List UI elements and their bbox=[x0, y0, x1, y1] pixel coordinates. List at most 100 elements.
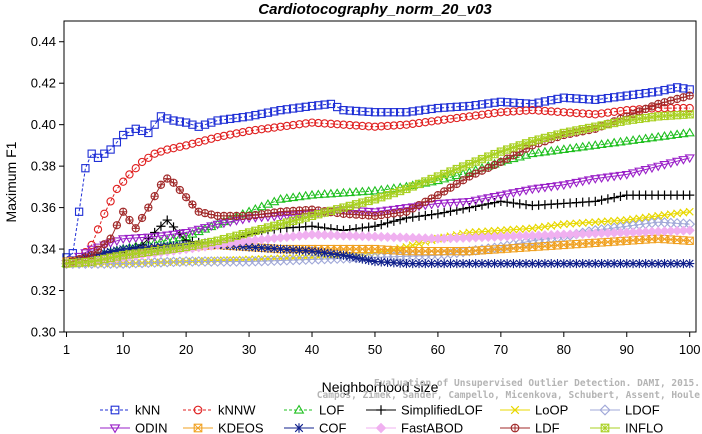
data-point-cof bbox=[427, 258, 437, 269]
data-point-inflo bbox=[93, 256, 103, 265]
data-point-lof bbox=[558, 144, 569, 153]
data-point-lof bbox=[659, 130, 670, 140]
data-point-cof bbox=[464, 258, 474, 269]
data-point-knn bbox=[270, 107, 279, 116]
data-point-lof bbox=[590, 140, 601, 149]
data-point-knn bbox=[276, 106, 285, 115]
data-point-knn bbox=[213, 116, 222, 125]
data-point-cof bbox=[628, 258, 638, 269]
data-point-knnw bbox=[144, 153, 153, 162]
data-point-inflo bbox=[200, 239, 210, 248]
data-point-cof bbox=[521, 258, 531, 269]
data-point-knnw bbox=[87, 240, 96, 250]
data-point-odin bbox=[118, 235, 129, 244]
data-point-loop bbox=[572, 219, 581, 228]
data-point-knnw bbox=[194, 137, 203, 147]
data-point-ldof bbox=[520, 236, 532, 248]
data-point-lof bbox=[514, 151, 525, 161]
data-point-knn bbox=[150, 120, 159, 129]
data-point-loop bbox=[477, 227, 487, 236]
data-point-odin bbox=[432, 200, 444, 209]
data-point-odin bbox=[659, 161, 670, 170]
data-point-knnw bbox=[251, 125, 260, 135]
data-point-lof bbox=[552, 145, 563, 154]
legend-item-odin: ODIN bbox=[100, 421, 168, 434]
data-point-knnw bbox=[471, 111, 480, 120]
data-point-odin bbox=[602, 173, 614, 183]
legend-marker-inflo bbox=[600, 423, 610, 433]
data-point-inflo bbox=[528, 137, 537, 146]
data-point-cof bbox=[502, 258, 512, 269]
data-point-knn bbox=[622, 91, 631, 100]
data-point-cof bbox=[112, 245, 122, 255]
data-point-lof bbox=[533, 147, 544, 157]
data-point-inflo bbox=[301, 213, 310, 222]
data-point-lof bbox=[615, 136, 626, 146]
data-point-inflo bbox=[188, 241, 197, 250]
data-point-ldof bbox=[508, 239, 519, 250]
data-point-knnw bbox=[553, 107, 562, 116]
data-point-knn bbox=[496, 97, 506, 107]
data-point-knn bbox=[440, 103, 449, 112]
data-point-cof bbox=[685, 258, 695, 269]
data-point-ldf bbox=[169, 178, 178, 187]
data-point-loop bbox=[685, 207, 694, 216]
data-point-ldf bbox=[509, 151, 518, 160]
data-point-ldf bbox=[440, 187, 449, 196]
y-tick-label: 0.40 bbox=[31, 117, 56, 132]
data-point-knn bbox=[584, 95, 594, 104]
data-point-cof bbox=[105, 246, 116, 257]
data-point-loop bbox=[503, 225, 512, 235]
data-point-odin bbox=[646, 164, 658, 174]
data-point-knnw bbox=[333, 120, 342, 129]
data-point-knnw bbox=[610, 107, 619, 116]
legend-item-simplifiedlof: SimplifiedLOF bbox=[366, 403, 483, 418]
x-tick-label: 1 bbox=[63, 342, 70, 357]
data-point-knnw bbox=[534, 106, 543, 115]
data-point-lof bbox=[609, 137, 620, 147]
data-point-knn bbox=[503, 98, 512, 107]
data-point-cof bbox=[338, 250, 349, 260]
data-point-cof bbox=[408, 258, 418, 269]
data-point-odin bbox=[130, 234, 141, 244]
legend-label: INFLO bbox=[625, 421, 663, 434]
data-point-knn bbox=[169, 116, 178, 125]
x-axis-label: Neighborhood size bbox=[322, 379, 439, 395]
data-point-odin bbox=[206, 222, 217, 232]
data-point-inflo bbox=[320, 208, 329, 217]
data-point-ldf bbox=[150, 192, 159, 201]
data-point-knn bbox=[257, 109, 266, 119]
data-point-lof bbox=[357, 186, 368, 196]
data-point-knn bbox=[377, 108, 386, 117]
data-point-knn bbox=[345, 106, 354, 115]
data-point-cof bbox=[382, 257, 393, 267]
data-point-odin bbox=[527, 185, 538, 195]
data-point-cof bbox=[420, 258, 430, 269]
data-point-ldf bbox=[433, 191, 443, 200]
data-point-knn bbox=[414, 106, 424, 115]
data-point-inflo bbox=[647, 113, 657, 122]
data-point-cof bbox=[357, 254, 367, 264]
data-point-inflo bbox=[547, 132, 556, 141]
data-point-cof bbox=[118, 244, 128, 254]
data-point-cof bbox=[395, 258, 405, 268]
data-point-inflo bbox=[131, 249, 140, 258]
data-point-ldf bbox=[408, 204, 417, 213]
data-point-knn bbox=[509, 98, 518, 107]
data-point-knnw bbox=[521, 106, 531, 115]
y-tick-label: 0.30 bbox=[31, 325, 56, 340]
data-point-simplifiedlof bbox=[603, 194, 613, 204]
data-point-ldf bbox=[156, 180, 166, 189]
data-point-knn bbox=[244, 112, 254, 121]
data-point-cof bbox=[571, 258, 581, 269]
data-point-loop bbox=[559, 220, 568, 229]
data-point-lof bbox=[281, 193, 293, 202]
data-point-odin bbox=[187, 227, 198, 237]
data-point-inflo bbox=[194, 240, 203, 249]
data-point-knn bbox=[131, 124, 140, 133]
data-point-knnw bbox=[358, 121, 367, 131]
data-point-simplifiedlof bbox=[489, 198, 500, 208]
data-point-inflo bbox=[169, 244, 178, 253]
data-point-knn bbox=[534, 98, 543, 107]
data-point-ldf bbox=[181, 193, 191, 202]
